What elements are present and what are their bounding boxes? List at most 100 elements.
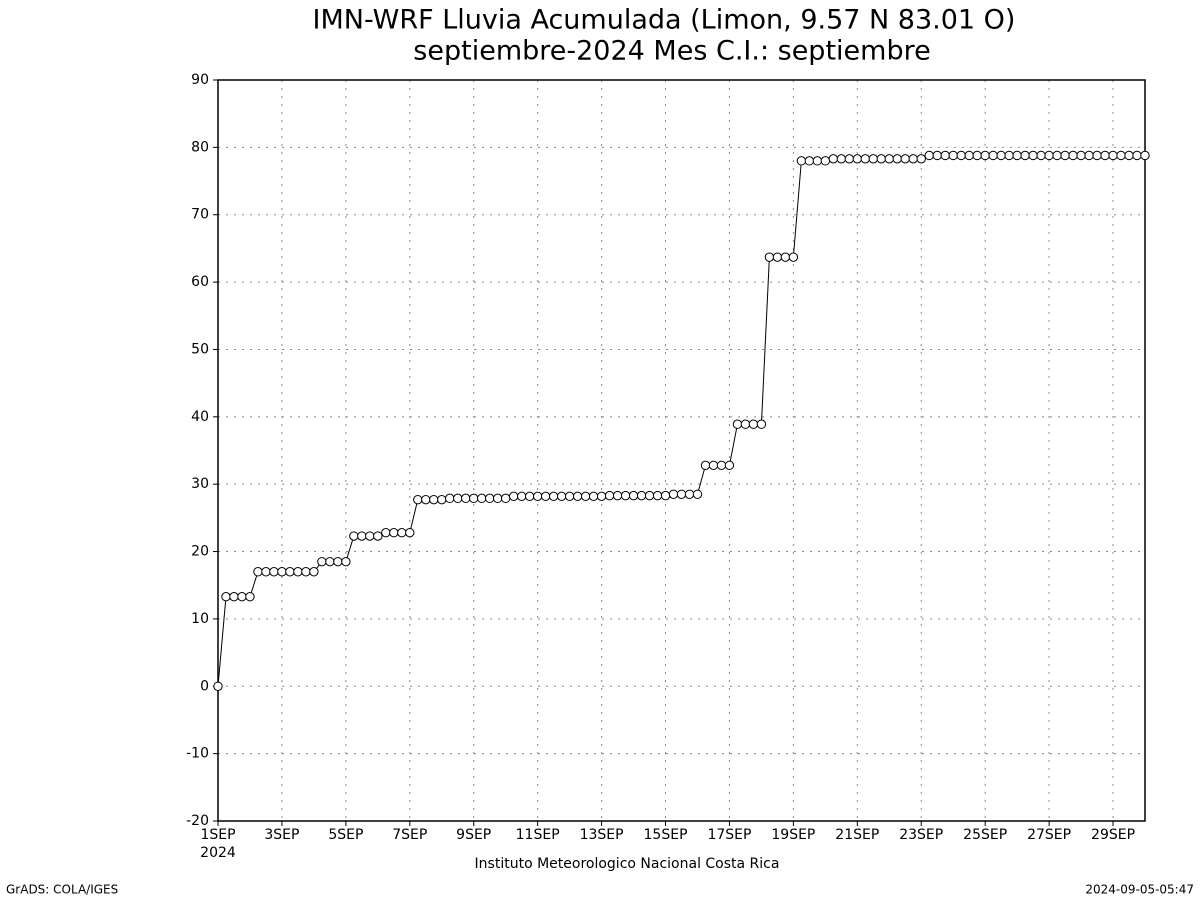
data-point (397, 527, 407, 538)
data-point (349, 531, 359, 541)
data-point (317, 556, 327, 567)
data-point (1140, 150, 1150, 161)
data-point (620, 490, 631, 501)
x-tick-label: 21SEP (835, 827, 879, 843)
x-tick-label: 3SEP (264, 827, 299, 843)
x-tick-label: 23SEP (899, 827, 943, 843)
data-point (445, 493, 455, 504)
data-point (652, 490, 663, 501)
data-point (500, 493, 511, 504)
data-point (932, 150, 942, 161)
data-point (461, 493, 471, 504)
data-point (381, 527, 391, 538)
data-point (884, 154, 894, 164)
data-point (668, 489, 679, 499)
y-tick-label: 80 (191, 139, 209, 155)
data-point (437, 494, 447, 505)
y-tick-label: 10 (191, 611, 209, 627)
data-point (564, 491, 575, 502)
data-point (301, 567, 311, 577)
data-point (988, 150, 998, 161)
data-point (293, 567, 303, 577)
y-tick-label: -20 (186, 813, 209, 829)
x-axis-label: Instituto Meteorologico Nacional Costa R… (475, 856, 780, 872)
y-tick-label: 40 (191, 409, 209, 425)
data-point (1020, 150, 1030, 161)
data-point (820, 156, 831, 166)
data-point (269, 567, 279, 577)
y-tick-label: 30 (191, 476, 209, 492)
chart-subtitle: septiembre-2024 Mes C.I.: septiembre (413, 36, 930, 67)
data-point (469, 493, 479, 504)
y-tick-label: 70 (191, 207, 209, 223)
data-point (357, 531, 367, 541)
data-point (868, 154, 878, 164)
data-point (1068, 150, 1078, 161)
data-point (213, 681, 223, 691)
data-point (796, 156, 807, 166)
x-tick-label: 27SEP (1027, 827, 1071, 843)
y-tick-label: 20 (191, 544, 209, 560)
data-point (453, 493, 463, 504)
data-point (1004, 150, 1014, 161)
data-point (724, 460, 735, 471)
data-point (1100, 150, 1110, 161)
plot-frame (217, 79, 1146, 822)
data-point (964, 150, 974, 161)
data-point (740, 419, 751, 429)
data-point (421, 494, 431, 505)
x-tick-label: 1SEP (200, 827, 235, 843)
data-point (900, 154, 910, 164)
data-point (524, 491, 535, 502)
data-point (772, 252, 783, 262)
data-point (596, 491, 607, 502)
data-point (532, 491, 543, 502)
data-point (700, 460, 711, 471)
data-point (908, 154, 918, 164)
data-point (684, 489, 695, 499)
data-point (341, 556, 351, 567)
data-point (980, 150, 990, 161)
data-point (492, 493, 503, 504)
data-point (485, 493, 495, 504)
data-point (972, 150, 982, 161)
x-tick-label: 9SEP (456, 827, 491, 843)
data-point (516, 491, 527, 502)
data-point (309, 567, 319, 577)
data-point (413, 494, 423, 505)
data-point (636, 490, 647, 501)
data-point (844, 154, 855, 164)
y-tick-label: -10 (186, 746, 209, 762)
data-point (1060, 150, 1070, 161)
data-point (373, 531, 383, 541)
data-point (285, 567, 295, 577)
data-point (804, 156, 815, 166)
data-line (217, 154, 1145, 687)
data-point (1132, 150, 1142, 161)
data-point (996, 150, 1006, 161)
data-point (580, 491, 591, 502)
x-year-label: 2024 (200, 845, 236, 861)
data-point (1052, 150, 1062, 161)
x-tick-label: 5SEP (328, 827, 363, 843)
data-point (812, 156, 823, 166)
data-point (780, 252, 791, 262)
data-point (253, 567, 263, 577)
data-point (732, 419, 743, 429)
data-point (1116, 150, 1126, 161)
data-point (1092, 150, 1102, 161)
data-point (756, 419, 767, 429)
data-point (1036, 150, 1046, 161)
data-point (612, 490, 623, 501)
data-point (1028, 150, 1038, 161)
data-point (860, 154, 871, 164)
data-point (828, 154, 839, 164)
x-tick-label: 11SEP (516, 827, 560, 843)
data-point (764, 252, 775, 262)
data-point (277, 567, 287, 577)
footer-right: 2024-09-05-05:47 (1085, 883, 1194, 897)
x-tick-label: 19SEP (771, 827, 815, 843)
data-point (1076, 150, 1086, 161)
data-point (229, 591, 239, 602)
